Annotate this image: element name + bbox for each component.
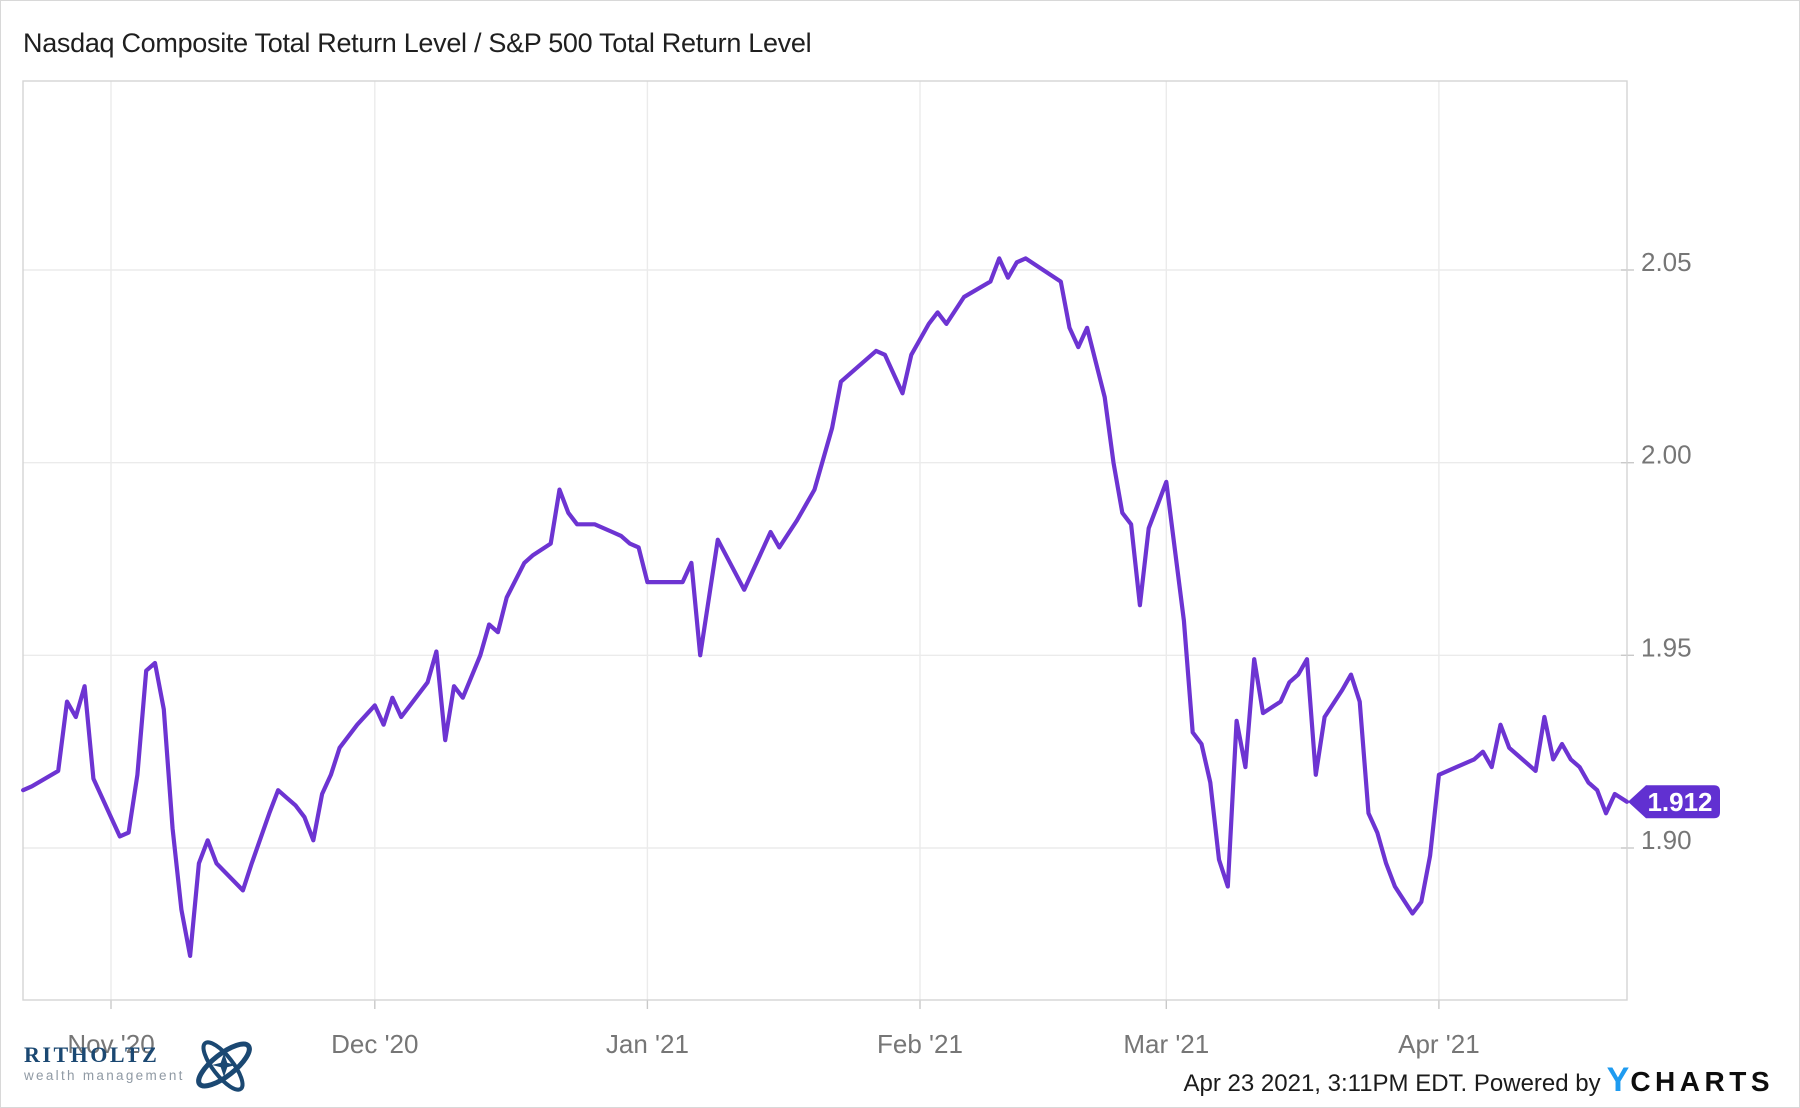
page-title: Nasdaq Composite Total Return Level / S&… — [23, 28, 812, 58]
ritholtz-logo-name: RITHOLTZ — [24, 1042, 160, 1067]
gyroscope-icon — [189, 1035, 259, 1102]
x-axis-tick-label: Dec '20 — [331, 1029, 418, 1059]
x-axis-tick-label: Feb '21 — [877, 1029, 963, 1059]
plot-border — [22, 80, 1628, 1001]
x-axis-tick-label: Jan '21 — [606, 1029, 689, 1059]
x-axis-tick-label: Apr '21 — [1398, 1029, 1480, 1059]
ritholtz-logo: RITHOLTZ wealth management — [24, 1040, 259, 1102]
y-axis-tick-label: 1.90 — [1641, 825, 1692, 855]
x-axis-tick-label: Mar '21 — [1123, 1029, 1209, 1059]
value-badge — [1628, 785, 1720, 819]
y-axis-tick-label: 2.05 — [1641, 247, 1692, 277]
y-axis-tick-label: 2.00 — [1641, 440, 1692, 470]
x-axis-tick-label: Nov '20 — [67, 1029, 154, 1059]
value-badge-label: 1.912 — [1647, 787, 1712, 817]
footer-attribution: Apr 23 2021, 3:11PM EDT. Powered by Y CH… — [1184, 1061, 1774, 1100]
as-of-timestamp: Apr 23 2021, 3:11PM EDT. Powered by — [1183, 1070, 1601, 1097]
price-line — [21, 256, 1630, 959]
ycharts-wordmark: CHARTS — [1630, 1066, 1774, 1097]
ritholtz-logo-subtitle: wealth management — [24, 1068, 185, 1083]
ycharts-y-icon: Y — [1606, 1061, 1630, 1099]
y-axis-tick-label: 1.95 — [1641, 632, 1692, 662]
